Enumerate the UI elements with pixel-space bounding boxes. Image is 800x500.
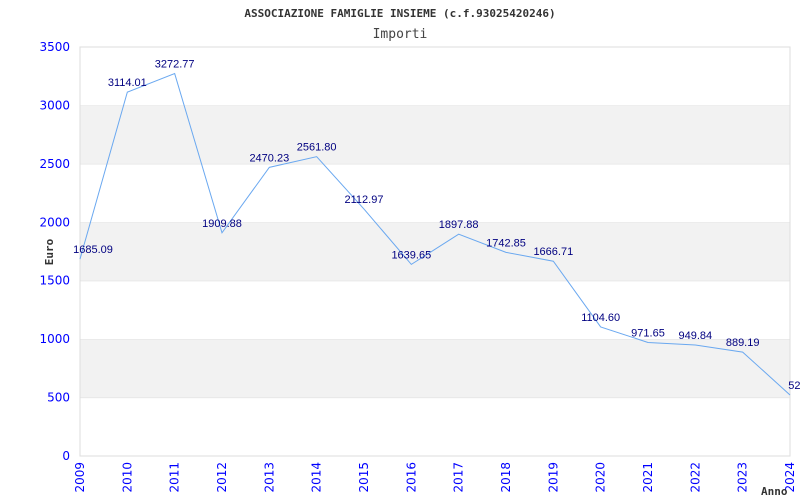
y-tick-label: 1000 (39, 332, 70, 346)
x-tick-label: 2020 (594, 462, 608, 493)
x-tick-label: 2022 (688, 462, 702, 493)
data-label: 1909.88 (202, 218, 242, 230)
grid-band (80, 222, 790, 281)
x-tick-label: 2015 (357, 462, 371, 493)
y-tick-label: 500 (47, 391, 70, 405)
plot-frame (79, 46, 791, 457)
x-axis-label: Anno (761, 485, 788, 498)
chart-title: ASSOCIAZIONE FAMIGLIE INSIEME (c.f.93025… (244, 7, 555, 20)
data-label: 1639.65 (391, 249, 431, 261)
grid-band (80, 280, 790, 340)
grid-band (80, 339, 790, 398)
x-tick-label: 2009 (73, 462, 87, 493)
data-label: 3272.77 (155, 59, 195, 71)
y-axis-label: Euro (43, 238, 56, 265)
data-label: 1897.88 (439, 219, 479, 231)
x-tick-label: 2014 (310, 462, 324, 493)
y-tick-label: 2500 (39, 157, 70, 171)
data-label: 3114.01 (108, 77, 147, 89)
x-tick-label: 2021 (641, 462, 655, 493)
data-label: 971.65 (631, 327, 665, 339)
x-tick-label: 2017 (452, 462, 466, 493)
data-label: 2561.80 (297, 142, 337, 154)
x-tick-label: 2024 (783, 462, 797, 493)
data-label: 1685.09 (73, 244, 113, 256)
x-tick-label: 2010 (120, 462, 134, 493)
y-tick-label: 0 (62, 449, 70, 463)
y-tick-label: 2000 (39, 215, 70, 229)
x-tick-label: 2013 (262, 462, 276, 493)
grid-band (80, 47, 790, 106)
data-label: 1104.60 (581, 312, 620, 324)
x-tick-label: 2019 (546, 462, 560, 493)
x-tick-label: 2016 (404, 462, 418, 493)
x-tick-label: 2011 (168, 462, 182, 493)
data-label: 889.19 (726, 337, 760, 349)
y-tick-label: 3500 (39, 40, 70, 54)
data-label: 1742.85 (486, 237, 526, 249)
x-tick-label: 2018 (499, 462, 513, 493)
data-label: 522.3 (788, 380, 800, 392)
grid-band (80, 397, 790, 456)
data-label: 949.84 (679, 330, 713, 342)
data-label: 1666.71 (533, 246, 573, 258)
grid-band (80, 163, 790, 223)
data-label: 2470.23 (249, 152, 289, 164)
x-tick-label: 2023 (736, 462, 750, 493)
y-tick-label: 3000 (39, 98, 70, 112)
data-line (79, 72, 791, 396)
chart-subtitle: Importi (373, 27, 428, 42)
y-tick-label: 1500 (39, 274, 70, 288)
data-label: 2112.97 (345, 194, 384, 206)
x-tick-label: 2012 (215, 462, 229, 493)
